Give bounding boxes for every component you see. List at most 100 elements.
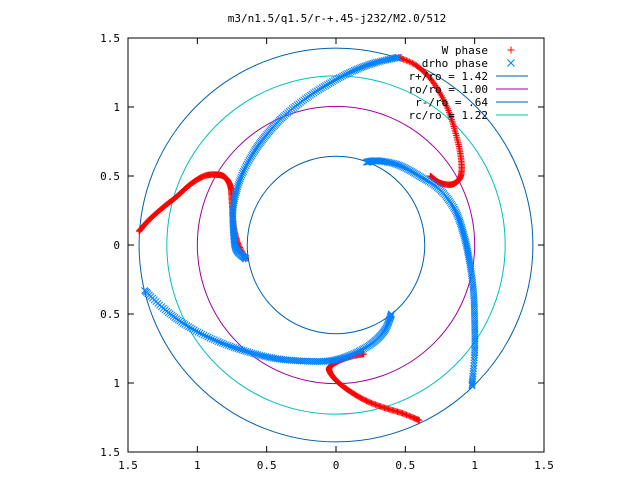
point-1-0-132	[335, 74, 343, 82]
data-series	[135, 53, 479, 424]
point-1-1-144	[470, 359, 478, 367]
point-0-1-29	[430, 80, 438, 87]
point-1-0-50	[233, 186, 241, 195]
x-tick-label-0: 1.5	[118, 459, 138, 472]
point-1-2-120	[198, 330, 206, 338]
y-tick-label-5: 1	[113, 377, 120, 390]
point-1-2-101	[236, 345, 244, 354]
point-1-0-129	[330, 77, 338, 85]
point-1-0-65	[244, 158, 252, 166]
legend-marker-1	[507, 59, 515, 67]
point-1-2-103	[232, 344, 240, 352]
point-0-2-10	[404, 412, 412, 419]
point-0-1-6	[401, 56, 409, 64]
point-1-0-64	[243, 160, 251, 168]
point-0-2-7	[408, 413, 416, 421]
point-1-0-135	[340, 71, 348, 79]
point-1-2-110	[218, 339, 226, 347]
point-1-0-168	[394, 53, 402, 61]
point-1-1-142	[470, 354, 478, 362]
point-1-2-154	[141, 286, 149, 295]
point-1-1-154	[468, 382, 476, 390]
point-1-2-4	[386, 314, 394, 322]
point-1-0-63	[242, 162, 250, 170]
point-1-0-134	[339, 72, 347, 80]
point-1-0-67	[246, 155, 254, 163]
point-0-2-11	[403, 411, 410, 419]
x-tick-label-6: 1.5	[534, 459, 554, 472]
point-1-2-105	[228, 343, 236, 351]
point-1-2-94	[250, 349, 258, 358]
point-1-2-95	[248, 349, 256, 357]
point-1-0-130	[332, 76, 340, 84]
series-1-curve-0	[229, 53, 402, 263]
y-tick-label-6: 1.5	[100, 446, 120, 459]
point-1-0-51	[233, 184, 241, 193]
point-0-1-10	[407, 59, 415, 66]
point-1-0-66	[245, 156, 253, 165]
point-0-1-11	[409, 59, 416, 67]
chart-title: m3/n1.5/q1.5/r-+.45-j232/M2.0/512	[228, 12, 447, 25]
legend-label-4: r-/ro = .64	[415, 96, 488, 109]
y-tick-label-2: 0.5	[100, 170, 120, 183]
y-tick-label-3: 0	[113, 239, 120, 252]
point-1-0-61	[240, 165, 248, 174]
y-tick-label-4: 0.5	[100, 308, 120, 321]
point-1-0-131	[333, 75, 342, 83]
point-1-0-60	[239, 167, 247, 175]
point-1-0-57	[237, 173, 245, 181]
point-1-0-48	[232, 191, 240, 199]
point-1-2-107	[224, 341, 232, 350]
point-0-2-8	[407, 413, 414, 420]
point-1-2-106	[226, 342, 234, 350]
axis-ticks: 1.5 1 0.5 0 0.5 1 1.51.510.500.511.5	[100, 32, 554, 472]
point-1-2-112	[214, 338, 222, 346]
point-1-2-123	[192, 327, 200, 335]
x-tick-label-4: 0.5	[395, 459, 415, 472]
legend-marker-0	[507, 46, 515, 54]
series-0-curve-1	[395, 54, 465, 188]
point-0-1-7	[403, 57, 410, 64]
point-1-2-99	[240, 347, 248, 355]
y-tick-label-0: 1.5	[100, 32, 120, 45]
point-0-1-5	[400, 56, 407, 63]
point-1-2-92	[254, 351, 262, 359]
point-1-2-121	[196, 329, 204, 337]
point-1-2-126	[186, 324, 194, 332]
point-1-2-100	[238, 346, 246, 354]
x-tick-label-1: 1	[194, 459, 201, 472]
x-tick-label-3: 0	[333, 459, 340, 472]
point-1-2-125	[188, 325, 196, 333]
series-0-curve-2	[325, 350, 423, 424]
point-0-2-6	[410, 414, 417, 421]
point-1-0-166	[392, 54, 400, 62]
point-1-0-53	[234, 180, 242, 189]
circle-0	[138, 47, 534, 443]
point-0-2-9	[406, 412, 413, 420]
point-1-2-104	[230, 343, 238, 352]
point-1-1-143	[470, 356, 478, 364]
series-drho-phase	[141, 53, 479, 390]
point-1-1-153	[468, 380, 476, 388]
point-1-0-56	[236, 175, 244, 183]
circle-2	[246, 155, 426, 335]
point-1-2-97	[244, 348, 252, 356]
point-1-2-124	[190, 326, 198, 334]
point-1-0-59	[239, 169, 247, 177]
point-1-0-49	[232, 189, 240, 197]
legend-label-0: W phase	[442, 44, 488, 57]
point-1-0-167	[393, 53, 401, 62]
point-1-2-93	[252, 350, 260, 358]
x-tick-label-5: 1	[471, 459, 478, 472]
point-1-2-119	[200, 331, 208, 339]
point-1-0-55	[236, 177, 244, 185]
point-1-2-117	[204, 333, 212, 341]
point-1-2-96	[246, 348, 254, 356]
point-1-0-52	[234, 182, 242, 191]
point-1-2-108	[222, 341, 230, 349]
y-tick-label-1: 1	[113, 101, 120, 114]
legend-label-1: drho phase	[422, 57, 488, 70]
point-0-1-8	[404, 57, 412, 65]
circle-1	[196, 105, 476, 385]
